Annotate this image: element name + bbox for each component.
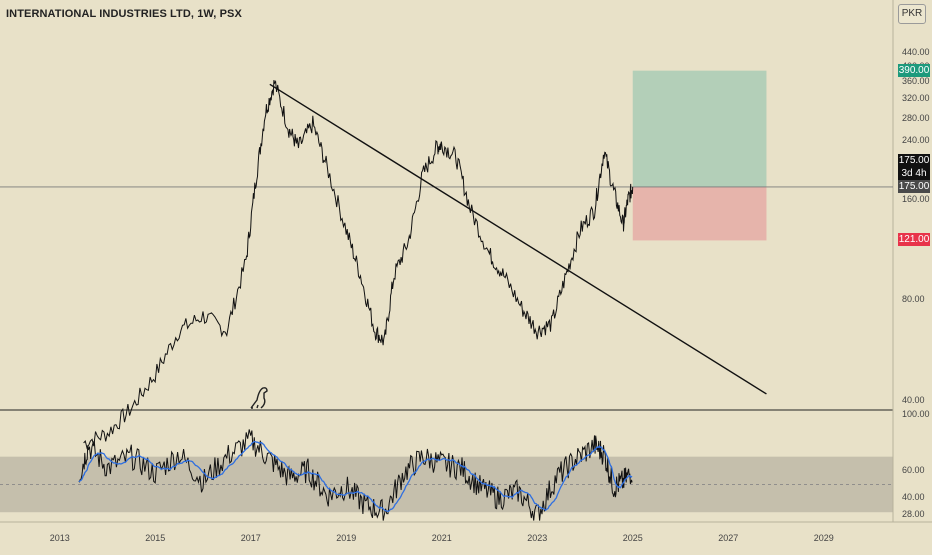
time-tick-label: 2025 <box>622 533 643 543</box>
profit-zone[interactable] <box>632 70 767 187</box>
rsi-tick-label: 100.00 <box>902 409 930 419</box>
time-tick-label: 2017 <box>240 533 261 543</box>
time-tick-label: 2013 <box>49 533 70 543</box>
rsi-ma-line <box>78 440 633 513</box>
currency-button[interactable]: PKR <box>898 4 926 24</box>
entry-price-badge: 175.00 <box>898 179 930 193</box>
stop-price-badge: 121.00 <box>898 233 930 247</box>
target-price-badge: 390.00 <box>898 63 930 77</box>
rsi-tick-label: 60.00 <box>902 464 925 475</box>
rsi-tick-label: 28.00 <box>902 509 925 519</box>
price-tick-label: 440.00 <box>902 47 930 58</box>
price-tick-label: 40.00 <box>902 395 925 405</box>
time-tick-label: 2015 <box>145 533 166 543</box>
price-tick-label: 240.00 <box>902 135 930 146</box>
rsi-series <box>78 429 633 521</box>
time-tick-label: 2021 <box>431 533 452 543</box>
price-line <box>83 79 634 450</box>
time-tick-label: 2029 <box>813 533 834 543</box>
time-tick-label: 2019 <box>336 533 357 543</box>
time-tick-label: 2027 <box>718 533 739 543</box>
replay-dino-icon[interactable] <box>250 387 268 409</box>
price-tick-label: 320.00 <box>902 93 930 104</box>
price-tick-label: 160.00 <box>902 193 930 204</box>
last-price-badge: 175.00 <box>898 153 930 167</box>
rsi-tick-label: 40.00 <box>902 492 925 503</box>
loss-zone[interactable] <box>632 186 767 241</box>
bar-countdown-badge: 3d 4h <box>898 166 930 180</box>
chart-title: INTERNATIONAL INDUSTRIES LTD, 1W, PSX <box>6 8 242 20</box>
trendline[interactable] <box>269 83 767 395</box>
price-series <box>83 79 634 450</box>
price-tick-label: 80.00 <box>902 294 925 305</box>
price-tick-label: 280.00 <box>902 112 930 123</box>
time-tick-label: 2023 <box>527 533 548 543</box>
price-tick-label: 360.00 <box>902 76 930 87</box>
